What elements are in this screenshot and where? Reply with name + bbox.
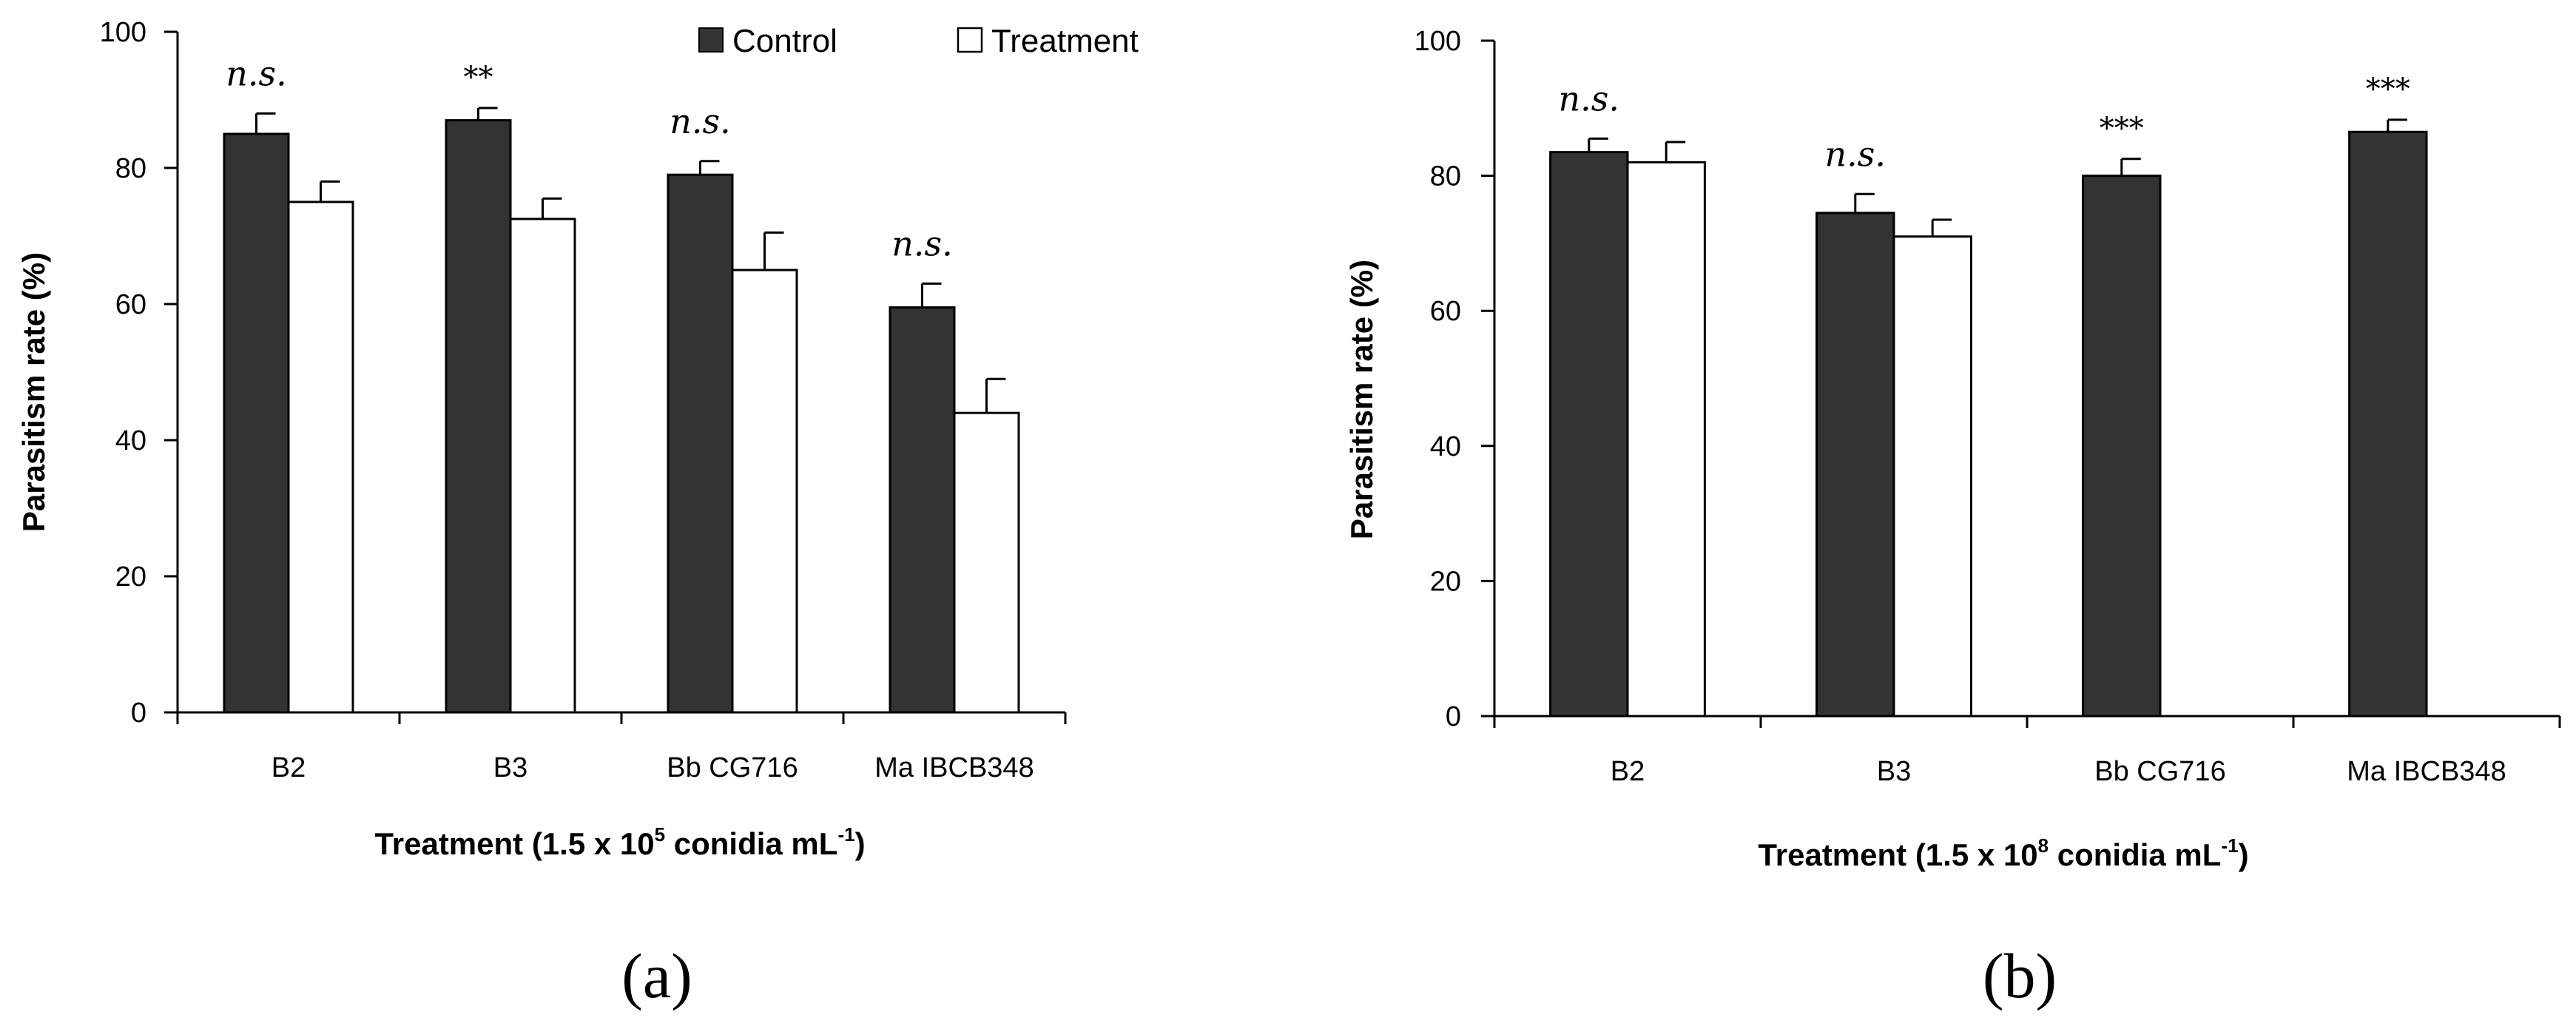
panel-b-significance-label: n.s.	[1825, 134, 1886, 174]
panel-b-bar-control	[2348, 130, 2428, 718]
panel-a-y-tick-label: 0	[131, 698, 146, 729]
panel-b-y-tick-label: 40	[1430, 431, 1461, 462]
panel-b-chart: Parasitism rate (%) Treatment (1.5 x 108…	[1344, 26, 2561, 1011]
panel-b-bar-treatment	[1892, 235, 1972, 718]
panel-a-y-axis-title: Parasitism rate (%)	[16, 252, 51, 532]
panel-a-y-tick-label: 20	[115, 561, 146, 593]
panel-a-y-tick-label: 100	[100, 17, 146, 48]
panel-a-chart: Parasitism rate (%) Treatment (1.5 x 105…	[16, 17, 1139, 1011]
panel-b-y-tick-label: 80	[1430, 161, 1461, 192]
panel-a-significance-label: n.s.	[891, 223, 952, 263]
panel-a-legend: Control Treatment	[698, 23, 1139, 59]
panel-a-bar-treatment	[287, 200, 354, 714]
legend-treatment-label: Treatment	[991, 23, 1139, 59]
panel-a-bar-treatment	[509, 217, 576, 714]
panel-b-y-tick-label: 20	[1430, 566, 1461, 597]
panel-b-bar-control	[1815, 212, 1895, 718]
panel-b-bar-control	[1549, 151, 1629, 718]
panel-b-bar-treatment	[1626, 161, 1706, 718]
panel-a-bar-treatment	[731, 269, 798, 714]
panel-a-significance-label: **	[464, 61, 493, 95]
panel-b-significance-label: n.s.	[1559, 78, 1619, 118]
panel-a-bar-treatment	[953, 411, 1020, 714]
panel-a-x-tick-label: Bb CG716	[667, 752, 798, 783]
panel-a-y-tick-label: 40	[115, 425, 146, 456]
panel-b-label: (b)	[1983, 940, 2057, 1011]
panel-a-x-tick-label: Ma IBCB348	[874, 752, 1034, 783]
panel-a-significance-label: n.s.	[670, 101, 730, 141]
legend-control-swatch	[698, 27, 724, 53]
panel-b-y-tick-label: 60	[1430, 296, 1461, 327]
panel-b-x-axis-title: Treatment (1.5 x 108 conidia mL-1)	[1758, 834, 2248, 872]
panel-b-x-tick-label: B3	[1877, 756, 1911, 787]
panel-a-bar-control	[223, 132, 290, 714]
panel-b-x-tick-label: Bb CG716	[2094, 756, 2225, 787]
panel-b-significance-label: ***	[2366, 72, 2410, 107]
panel-a-y-tick-label: 60	[115, 289, 146, 320]
panel-b-significance-label: ***	[2100, 112, 2144, 146]
panel-a-x-tick-label: B2	[272, 752, 306, 783]
panel-a-significance-label: n.s.	[226, 53, 286, 93]
panel-b-x-tick-label: B2	[1611, 756, 1645, 787]
panel-a-x-axis-title: Treatment (1.5 x 105 conidia mL-1)	[374, 823, 865, 861]
panel-a-x-tick-label: B3	[493, 752, 527, 783]
panel-a-bar-control	[667, 173, 734, 714]
panel-a-label: (a)	[621, 940, 692, 1011]
panel-b-y-tick-label: 100	[1415, 26, 1461, 57]
legend-treatment-swatch	[957, 27, 983, 53]
legend-control-label: Control	[732, 23, 837, 59]
panel-a-y-tick-label: 80	[115, 153, 146, 184]
panel-b-y-axis-title: Parasitism rate (%)	[1344, 260, 1379, 539]
panel-a-bar-control	[889, 306, 956, 714]
panel-b-y-tick-label: 0	[1446, 701, 1461, 732]
panel-b-bar-control	[2082, 175, 2162, 718]
panel-a-bar-control	[445, 119, 512, 714]
panel-b-x-tick-label: Ma IBCB348	[2347, 756, 2506, 787]
